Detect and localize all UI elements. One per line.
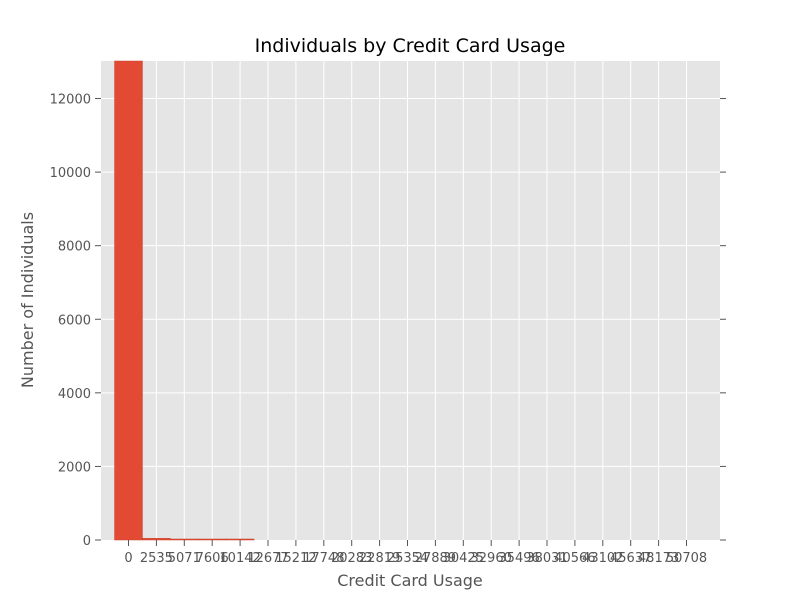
x-tick-label: 7606 bbox=[196, 551, 229, 566]
bars bbox=[114, 60, 255, 541]
x-tick-label: 25354 bbox=[387, 551, 428, 566]
gridlines bbox=[101, 61, 720, 540]
x-tick-label: 0 bbox=[124, 551, 132, 566]
x-tick-label: 45637 bbox=[610, 551, 651, 566]
x-tick-label: 10142 bbox=[219, 551, 260, 566]
bar bbox=[170, 538, 199, 541]
y-tick-label: 0 bbox=[83, 534, 91, 549]
x-tick-label: 15212 bbox=[275, 551, 316, 566]
y-tick-label: 6000 bbox=[58, 313, 91, 328]
x-tick-label: 20283 bbox=[331, 551, 372, 566]
bar bbox=[225, 538, 255, 541]
y-axis-label: Number of Individuals bbox=[18, 212, 37, 388]
x-tick-label: 32960 bbox=[471, 551, 512, 566]
chart-title: Individuals by Credit Card Usage bbox=[255, 35, 566, 57]
bar bbox=[198, 538, 227, 541]
y-tick-label: 2000 bbox=[58, 460, 91, 475]
plot-background bbox=[101, 61, 720, 540]
y-axis-ticks: 0 2000 4000 6000 8000 10000 12000 bbox=[50, 93, 726, 549]
x-tick-label: 38031 bbox=[526, 551, 567, 566]
y-tick-label: 8000 bbox=[58, 240, 91, 255]
y-tick-label: 10000 bbox=[50, 166, 91, 181]
x-tick-label: 35496 bbox=[498, 551, 539, 566]
x-axis-ticks: 0 253550717606101421267715212177482028322… bbox=[124, 540, 707, 566]
x-tick-label: 27889 bbox=[415, 551, 456, 566]
bar bbox=[142, 538, 171, 541]
bar bbox=[114, 60, 143, 541]
x-tick-label: 40566 bbox=[554, 551, 595, 566]
x-tick-label: 2535 bbox=[140, 551, 173, 566]
x-tick-label: 17748 bbox=[303, 551, 344, 566]
x-tick-label: 22819 bbox=[359, 551, 400, 566]
x-tick-label: 43102 bbox=[582, 551, 623, 566]
x-tick-label: 12677 bbox=[247, 551, 288, 566]
x-tick-label: 50708 bbox=[666, 551, 707, 566]
x-tick-label: 30425 bbox=[443, 551, 484, 566]
x-axis-label: Credit Card Usage bbox=[337, 571, 483, 590]
x-tick-label: 48173 bbox=[638, 551, 679, 566]
y-tick-label: 4000 bbox=[58, 387, 91, 402]
x-tick-label: 5071 bbox=[168, 551, 201, 566]
y-tick-label: 12000 bbox=[50, 93, 91, 108]
